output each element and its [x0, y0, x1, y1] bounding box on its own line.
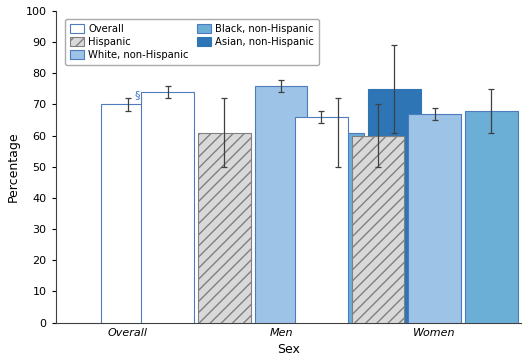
Bar — [295, 117, 348, 323]
Bar — [101, 105, 154, 323]
Bar — [368, 89, 421, 323]
X-axis label: Sex: Sex — [277, 343, 300, 356]
Text: §: § — [135, 90, 140, 100]
Bar — [522, 136, 528, 323]
Bar — [408, 114, 461, 323]
Bar — [142, 92, 194, 323]
Bar — [352, 136, 404, 323]
Bar — [198, 132, 251, 323]
Bar — [254, 86, 307, 323]
Bar — [465, 111, 517, 323]
Bar — [312, 132, 364, 323]
Y-axis label: Percentage: Percentage — [7, 131, 20, 202]
Legend: Overall, Hispanic, White, non-Hispanic, Black, non-Hispanic, Asian, non-Hispanic: Overall, Hispanic, White, non-Hispanic, … — [65, 19, 318, 65]
